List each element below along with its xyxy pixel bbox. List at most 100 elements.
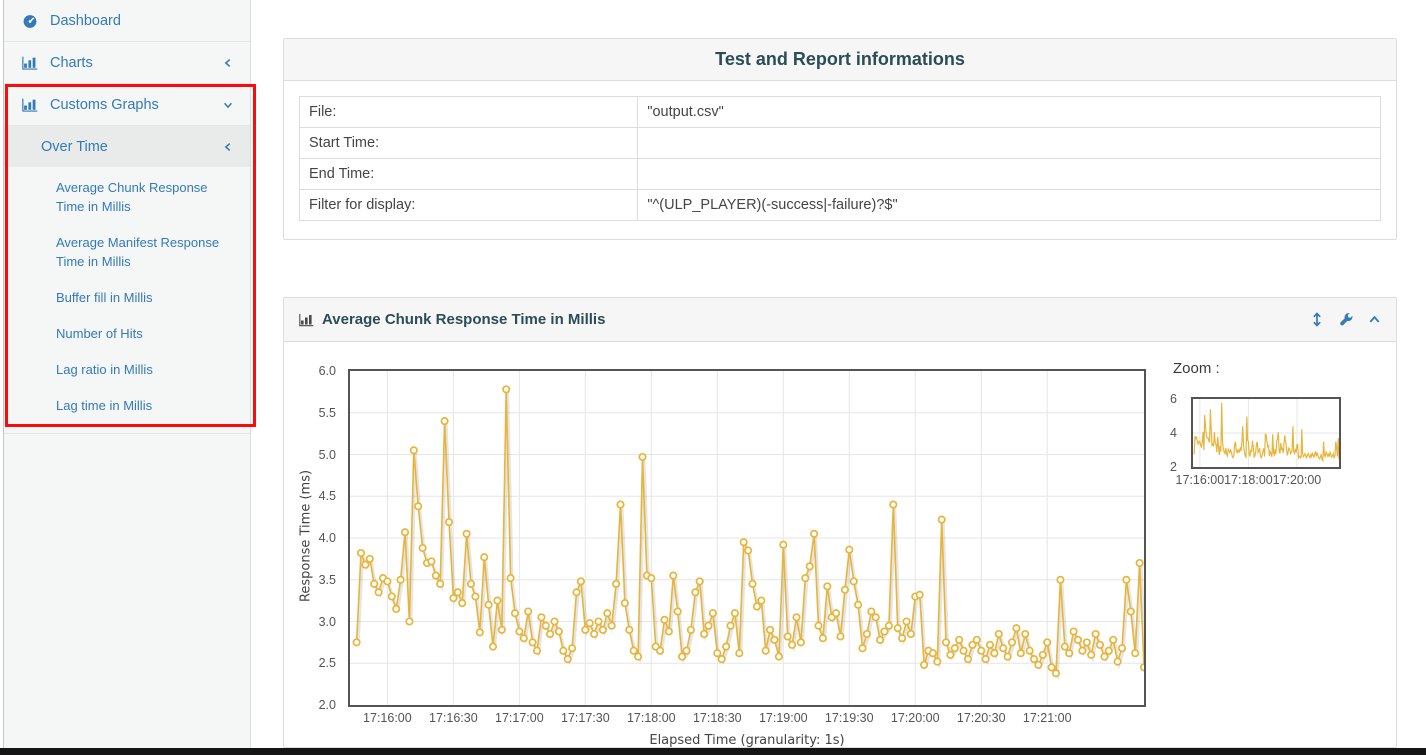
zoom-y-axis-tick: 6	[1170, 392, 1177, 406]
sidebar-subitem-number-of-hits[interactable]: Number of Hits	[56, 324, 232, 343]
data-point	[1026, 648, 1032, 654]
data-point	[1092, 631, 1098, 637]
resize-vertical-icon[interactable]	[1310, 312, 1324, 327]
data-point	[714, 650, 720, 656]
sidebar-subitem-lag-time-in-millis[interactable]: Lag time in Millis	[56, 396, 232, 415]
sidebar-subitem-lag-ratio-in-millis[interactable]: Lag ratio in Millis	[56, 360, 232, 379]
data-point	[719, 656, 725, 662]
info-panel-header: Test and Report informations	[284, 39, 1396, 81]
data-point	[1013, 625, 1019, 631]
data-point	[855, 602, 861, 608]
data-point	[375, 589, 381, 595]
data-point	[1114, 658, 1120, 664]
data-point	[397, 577, 403, 583]
data-point	[881, 628, 887, 634]
sidebar-item-charts[interactable]: Charts	[4, 42, 250, 84]
data-point	[741, 539, 747, 545]
data-point	[705, 623, 711, 629]
data-point	[600, 627, 606, 633]
x-axis-tick: 17:21:00	[1023, 711, 1072, 725]
sidebar-subitem-average-chunk-response-time-in-millis[interactable]: Average Chunk Response Time in Millis	[56, 178, 232, 216]
data-point	[591, 631, 597, 637]
data-point	[763, 648, 769, 654]
data-point	[1070, 628, 1076, 634]
data-point	[947, 652, 953, 658]
data-point	[1106, 648, 1112, 654]
data-point	[789, 642, 795, 648]
zoom-y-axis-tick: 2	[1170, 460, 1177, 474]
data-point	[362, 562, 368, 568]
data-point	[767, 627, 773, 633]
data-point	[899, 635, 905, 641]
data-point	[960, 648, 966, 654]
data-point	[1048, 664, 1054, 670]
data-point	[433, 572, 439, 578]
x-axis-tick: 17:17:00	[495, 711, 544, 725]
data-point	[798, 639, 804, 645]
data-point	[419, 545, 425, 551]
data-point	[560, 648, 566, 654]
x-axis-tick: 17:16:00	[363, 711, 412, 725]
data-point	[908, 631, 914, 637]
data-point	[710, 610, 716, 616]
sidebar-subitem-buffer-fill-in-millis[interactable]: Buffer fill in Millis	[56, 288, 232, 307]
data-point	[507, 575, 513, 581]
sidebar-item-dashboard[interactable]: Dashboard	[4, 0, 250, 42]
data-point	[428, 558, 434, 564]
x-axis-tick: 17:18:00	[627, 711, 676, 725]
data-point	[785, 633, 791, 639]
data-point	[886, 623, 892, 629]
wrench-icon[interactable]	[1339, 312, 1353, 327]
x-axis-ticks: 17:16:0017:16:3017:17:0017:17:3017:18:00…	[348, 711, 1146, 727]
data-point	[393, 606, 399, 612]
data-point	[604, 610, 610, 616]
table-row: Filter for display:"^(ULP_PLAYER)(-succe…	[300, 190, 1381, 221]
sidebar-item-label: Charts	[50, 55, 93, 71]
collapse-icon[interactable]	[1368, 313, 1381, 326]
bar-chart-icon	[22, 56, 39, 70]
zoom-x-axis-tick: 17:16:00	[1176, 473, 1225, 487]
data-point	[842, 587, 848, 593]
y-axis-tick: 5.0	[319, 448, 336, 462]
data-point	[411, 447, 417, 453]
data-point	[402, 529, 408, 535]
data-point	[494, 597, 500, 603]
zoom-overview-chart[interactable]	[1191, 397, 1341, 469]
data-point	[551, 618, 557, 624]
chart-panel-header: Average Chunk Response Time in Millis	[284, 298, 1396, 342]
sidebar-item-over-time[interactable]: Over Time	[4, 126, 250, 167]
data-point	[877, 637, 883, 643]
data-point	[472, 593, 478, 599]
dashboard-icon	[22, 13, 39, 29]
data-point	[934, 658, 940, 664]
row-value: "output.csv"	[638, 97, 1381, 128]
data-point	[609, 623, 615, 629]
data-point	[529, 639, 535, 645]
row-value	[638, 128, 1381, 159]
data-point	[353, 639, 359, 645]
data-point	[1132, 650, 1138, 656]
data-point	[455, 589, 461, 595]
data-point	[807, 563, 813, 569]
data-point	[833, 610, 839, 616]
data-point	[956, 637, 962, 643]
data-point	[477, 629, 483, 635]
data-point	[683, 648, 689, 654]
data-point	[1062, 643, 1068, 649]
row-label: Filter for display:	[300, 190, 638, 221]
data-point	[582, 627, 588, 633]
y-axis-tick: 3.5	[319, 573, 336, 587]
sidebar-item-customs-graphs[interactable]: Customs Graphs	[4, 84, 250, 126]
y-axis-tick: 4.0	[319, 531, 336, 545]
data-point	[1141, 664, 1144, 670]
x-axis-title: Elapsed Time (granularity: 1s)	[348, 733, 1146, 748]
main-chart-plot[interactable]	[348, 369, 1146, 707]
sidebar-subitem-average-manifest-response-time-in-millis[interactable]: Average Manifest Response Time in Millis	[56, 233, 232, 271]
data-point	[754, 603, 760, 609]
data-point	[679, 653, 685, 659]
data-point	[481, 554, 487, 560]
data-point	[441, 418, 447, 424]
data-point	[538, 614, 544, 620]
data-point	[793, 614, 799, 620]
row-value: "^(ULP_PLAYER)(-success|-failure)?$"	[638, 190, 1381, 221]
